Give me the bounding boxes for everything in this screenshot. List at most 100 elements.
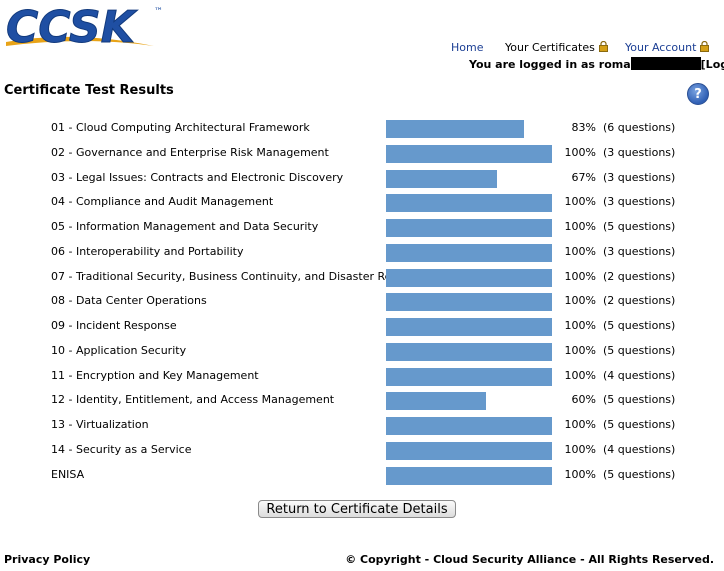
result-domain-label: 13 - Virtualization	[51, 418, 149, 431]
score-bar-fill	[386, 219, 552, 237]
score-percent: 100%	[564, 145, 596, 159]
nav-certificates-link[interactable]: Your Certificates	[505, 41, 608, 54]
score-percent: 100%	[564, 319, 596, 332]
lock-icon	[598, 41, 608, 52]
score-percent: 100%	[564, 418, 596, 431]
logo-trademark: ™	[154, 7, 163, 17]
score-bar-fill	[386, 441, 552, 460]
score-bar-fill	[386, 417, 552, 435]
score-bar-fill	[386, 144, 552, 163]
result-row: 02 - Governance and Enterprise Risk Mana…	[0, 141, 724, 165]
result-row: 13 - Virtualization 100% (5 questions)	[0, 413, 724, 437]
result-domain-label: 14 - Security as a Service	[51, 442, 192, 456]
privacy-policy-link[interactable]: Privacy Policy	[4, 553, 91, 566]
question-count: (2 questions)	[603, 294, 676, 308]
result-domain-label: 01 - Cloud Computing Architectural Frame…	[51, 121, 310, 134]
score-percent: 100%	[564, 294, 596, 308]
score-bar	[386, 417, 552, 435]
ccsk-logo-graphic: CCSK ™	[6, 2, 164, 52]
score-bar-fill	[386, 268, 552, 287]
nav-account-link[interactable]: Your Account	[625, 41, 710, 54]
score-bar	[386, 293, 552, 312]
score-bar	[386, 144, 552, 163]
login-status-text: You are logged in as roma	[469, 58, 631, 71]
result-row: 14 - Security as a Service 100% (4 questio…	[0, 438, 724, 462]
result-domain-label: 10 - Application Security	[51, 343, 187, 357]
result-row: 07 - Traditional Security, Business Cont…	[0, 265, 724, 289]
score-bar	[386, 194, 552, 213]
redacted-username	[630, 57, 701, 70]
question-count: (5 questions)	[603, 467, 676, 481]
score-bar	[386, 392, 552, 411]
score-percent: 100%	[564, 244, 596, 258]
nav-account-label: Your Account	[625, 41, 697, 54]
nav-certificates-label: Your Certificates	[505, 41, 595, 54]
question-count: (6 questions)	[603, 121, 676, 134]
question-count: (5 questions)	[603, 418, 676, 431]
logout-link[interactable]: [Logout]	[700, 58, 724, 71]
login-status: You are logged in as roma [Logout]	[469, 57, 724, 71]
nav-home-link[interactable]: Home	[451, 41, 484, 54]
score-percent: 100%	[564, 220, 596, 233]
score-bar-fill	[386, 318, 552, 336]
score-percent: 100%	[564, 195, 596, 209]
score-percent: 100%	[564, 467, 596, 481]
result-domain-label: 04 - Compliance and Audit Management	[51, 195, 274, 209]
score-bar-fill	[386, 466, 552, 485]
lock-icon	[700, 41, 710, 52]
result-row: 08 - Data Center Operations 100% (2 questi…	[0, 289, 724, 313]
score-bar-fill	[386, 243, 552, 262]
score-bar	[386, 367, 552, 386]
score-bar	[386, 441, 552, 460]
result-domain-label: 08 - Data Center Operations	[51, 294, 207, 308]
ccsk-logo[interactable]: CCSK ™	[4, 2, 164, 52]
return-to-certificate-details-button[interactable]: Return to Certificate Details	[258, 500, 456, 518]
question-count: (3 questions)	[603, 244, 676, 258]
result-row: 04 - Compliance and Audit Management 100%…	[0, 190, 724, 214]
result-row: ENISA 100% (5 questions)	[0, 463, 724, 487]
score-bar	[386, 342, 552, 361]
logo-text: CCSK	[6, 2, 138, 52]
page-title: Certificate Test Results	[4, 83, 174, 98]
score-bar-fill	[386, 367, 552, 386]
result-domain-label: 03 - Legal Issues: Contracts and Electro…	[51, 170, 344, 184]
top-navigation: Home Your Certificates Your Account	[0, 41, 724, 55]
question-count: (4 questions)	[603, 442, 676, 456]
question-count: (5 questions)	[603, 319, 676, 332]
score-bar-fill	[386, 194, 552, 213]
result-domain-label: 02 - Governance and Enterprise Risk Mana…	[51, 145, 329, 159]
score-bar-fill	[386, 342, 552, 361]
question-count: (5 questions)	[603, 393, 676, 407]
result-domain-label: 06 - Interoperability and Portability	[51, 244, 244, 258]
question-count: (3 questions)	[603, 195, 676, 209]
result-row: 12 - Identity, Entitlement, and Access M…	[0, 388, 724, 412]
question-count: (2 questions)	[603, 269, 676, 283]
result-row: 11 - Encryption and Key Management 100% (4…	[0, 364, 724, 388]
score-bar-fill	[386, 120, 524, 138]
score-percent: 100%	[564, 343, 596, 357]
result-row: 05 - Information Management and Data Sec…	[0, 215, 724, 239]
score-percent: 83%	[571, 121, 596, 134]
result-row: 01 - Cloud Computing Architectural Frame…	[0, 116, 724, 140]
help-icon[interactable]: ?	[687, 83, 709, 105]
score-percent: 67%	[571, 170, 596, 184]
score-bar	[386, 219, 552, 237]
result-domain-label: 09 - Incident Response	[51, 319, 177, 332]
result-row: 06 - Interoperability and Portability 100…	[0, 240, 724, 264]
question-count: (5 questions)	[603, 220, 676, 233]
score-bar	[386, 318, 552, 336]
question-count: (5 questions)	[603, 343, 676, 357]
score-bar-fill	[386, 293, 552, 312]
question-count: (4 questions)	[603, 368, 676, 382]
score-percent: 100%	[564, 368, 596, 382]
result-row: 03 - Legal Issues: Contracts and Electro…	[0, 166, 724, 190]
result-domain-label: ENISA	[51, 467, 85, 481]
score-bar	[386, 243, 552, 262]
score-bar-fill	[386, 392, 486, 411]
copyright-text: © Copyright - Cloud Security Alliance - …	[345, 553, 714, 566]
score-percent: 100%	[564, 442, 596, 456]
result-domain-label: 05 - Information Management and Data Sec…	[51, 220, 319, 233]
score-bar	[386, 466, 552, 485]
question-count: (3 questions)	[603, 170, 676, 184]
result-row: 09 - Incident Response 100% (5 questions)	[0, 314, 724, 338]
